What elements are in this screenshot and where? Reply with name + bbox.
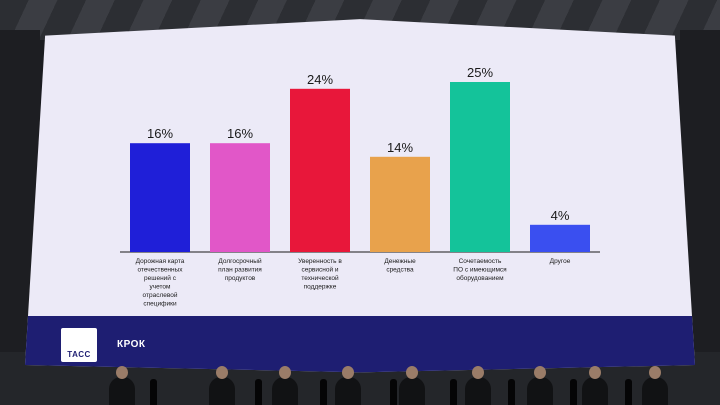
bar-value-label-6: 4% [551, 208, 570, 223]
microphone-7 [570, 379, 577, 405]
category-label-3: Уверенность в сервисной и технической подде… [298, 258, 342, 291]
bar-2 [210, 143, 270, 252]
microphone-3 [320, 379, 327, 405]
category-label-4: Денежные средства [384, 258, 416, 274]
category-label-5: Сочетаемость ПО с имеющимся оборудованием [453, 258, 507, 282]
speaker-head-2 [216, 366, 228, 379]
speaker-head-4 [342, 366, 354, 379]
microphone-4 [390, 379, 397, 405]
speaker-4 [335, 377, 361, 405]
speaker-head-9 [649, 366, 661, 379]
speaker-head-6 [472, 366, 484, 379]
bar-value-label-3: 24% [307, 72, 333, 87]
bar-5 [450, 82, 510, 252]
tass-logo-text: ТАСС [67, 350, 91, 359]
bar-1 [130, 143, 190, 252]
speaker-9 [642, 377, 668, 405]
speaker-head-8 [589, 366, 601, 379]
bar-4 [370, 156, 430, 252]
category-label-2: Долгосрочный план развития продуктов [218, 257, 262, 282]
microphone-8 [625, 379, 632, 405]
bar-3 [290, 88, 350, 252]
speaker-2 [209, 377, 235, 405]
speaker-7 [527, 377, 553, 405]
speaker-5 [399, 377, 425, 405]
speaker-1 [109, 377, 135, 405]
speaker-head-7 [534, 366, 546, 379]
slide-footer: ТАСС КРОК [25, 316, 695, 373]
krok-logo-text: КРОК [117, 339, 146, 350]
tass-logo: ТАСС [61, 328, 97, 362]
microphone-1 [150, 379, 157, 405]
microphone-6 [508, 379, 515, 405]
speaker-head-5 [406, 366, 418, 379]
bar-6 [530, 224, 590, 252]
microphone-5 [450, 379, 457, 405]
bar-value-label-1: 16% [147, 126, 173, 141]
bar-value-label-2: 16% [227, 126, 253, 141]
microphone-2 [255, 379, 262, 405]
speaker-8 [582, 377, 608, 405]
bar-value-label-5: 25% [467, 65, 493, 80]
speaker-head-3 [279, 366, 291, 379]
speaker-head-1 [116, 366, 128, 379]
bar-value-label-4: 14% [387, 140, 413, 155]
category-label-1: Дорожная карта отечественных решений с учет… [136, 258, 185, 308]
speaker-6 [465, 377, 491, 405]
category-label-6: Другое [550, 258, 571, 265]
speaker-3 [272, 377, 298, 405]
